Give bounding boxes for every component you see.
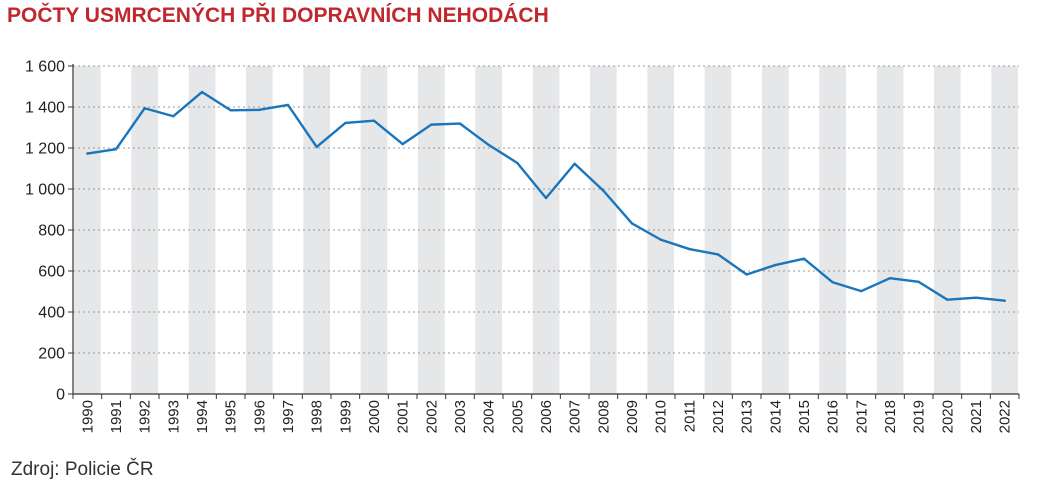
data-point-1990 bbox=[86, 152, 89, 155]
x-tick-label-2014: 2014 bbox=[767, 400, 784, 433]
x-tick-label-2002: 2002 bbox=[423, 400, 440, 433]
y-tick-label-600: 600 bbox=[38, 264, 65, 281]
x-tick-label-2008: 2008 bbox=[595, 400, 612, 433]
x-tick-label-1995: 1995 bbox=[223, 400, 240, 433]
data-point-2003 bbox=[458, 122, 462, 125]
x-tick-label-2003: 2003 bbox=[452, 400, 469, 433]
data-point-2002 bbox=[430, 123, 433, 126]
x-tick-label-2013: 2013 bbox=[739, 400, 756, 433]
data-point-1991 bbox=[114, 148, 118, 151]
y-tick-label-200: 200 bbox=[38, 346, 65, 363]
data-point-1994 bbox=[200, 90, 204, 94]
chart-title: POČTY USMRCENÝCH PŘI DOPRAVNÍCH NEHODÁCH bbox=[7, 4, 549, 27]
data-point-2007 bbox=[573, 162, 576, 165]
x-tick-label-1997: 1997 bbox=[280, 400, 297, 433]
axes bbox=[72, 64, 1019, 395]
data-point-1993 bbox=[172, 115, 175, 118]
x-tick-label-2011: 2011 bbox=[681, 400, 698, 432]
data-point-1996 bbox=[258, 108, 261, 112]
data-point-2021 bbox=[974, 296, 978, 299]
data-point-2013 bbox=[745, 273, 748, 276]
data-point-1999 bbox=[344, 121, 347, 125]
x-tick-label-2012: 2012 bbox=[710, 400, 727, 433]
data-point-2006 bbox=[544, 196, 548, 200]
data-point-1995 bbox=[229, 109, 232, 112]
data-point-2005 bbox=[516, 161, 519, 165]
x-axis-ticks: 1990 1991 1992 1993 1994 1995 1996 1997 1998 1999… bbox=[72, 394, 1020, 433]
x-tick-label-2010: 2010 bbox=[653, 400, 670, 433]
data-point-2022 bbox=[1003, 299, 1006, 302]
data-point-2019 bbox=[917, 280, 920, 284]
y-tick-label-1200: 1 200 bbox=[25, 141, 65, 158]
year-band-2006 bbox=[532, 66, 560, 394]
x-tick-label-2016: 2016 bbox=[825, 400, 842, 433]
x-tick-label-1998: 1998 bbox=[309, 400, 326, 433]
x-tick-label-2009: 2009 bbox=[624, 400, 641, 433]
data-point-1998 bbox=[315, 145, 318, 149]
x-tick-label-2004: 2004 bbox=[481, 400, 498, 433]
data-point-2011 bbox=[688, 247, 691, 251]
y-tick-label-1600: 1 600 bbox=[25, 59, 65, 76]
y-tick-label-0: 0 bbox=[56, 387, 65, 404]
x-tick-label-2005: 2005 bbox=[509, 400, 526, 433]
y-tick-label-800: 800 bbox=[38, 223, 65, 240]
data-point-1997 bbox=[286, 103, 290, 107]
x-tick-label-2006: 2006 bbox=[538, 400, 555, 433]
x-tick-label-1993: 1993 bbox=[165, 400, 182, 433]
y-axis-ticks: 0 200 400 600 800 1 000 1 200 1 400 1 600 bbox=[25, 59, 73, 404]
x-tick-label-2001: 2001 bbox=[395, 400, 412, 433]
year-band-2002 bbox=[418, 66, 445, 394]
y-tick-label-1000: 1 000 bbox=[25, 182, 65, 199]
x-tick-label-2020: 2020 bbox=[939, 400, 956, 433]
x-tick-label-1990: 1990 bbox=[79, 400, 96, 433]
data-point-2018 bbox=[888, 276, 892, 280]
data-point-2020 bbox=[946, 298, 949, 301]
data-point-2008 bbox=[602, 189, 605, 192]
x-tick-label-2019: 2019 bbox=[911, 400, 928, 433]
x-tick-label-2022: 2022 bbox=[997, 400, 1014, 433]
data-point-2014 bbox=[774, 263, 777, 267]
data-point-2001 bbox=[401, 142, 404, 146]
x-tick-label-1994: 1994 bbox=[194, 400, 211, 433]
series-layer bbox=[86, 90, 1006, 302]
chart-source: Zdroj: Policie ČR bbox=[11, 459, 154, 480]
data-point-2004 bbox=[487, 143, 490, 147]
data-point-2017 bbox=[860, 289, 863, 293]
x-tick-label-2015: 2015 bbox=[796, 400, 813, 433]
data-point-1992 bbox=[143, 107, 146, 110]
year-band-1998 bbox=[303, 66, 330, 394]
year-bands bbox=[74, 66, 1018, 394]
x-tick-label-2021: 2021 bbox=[968, 400, 985, 433]
x-tick-label-2017: 2017 bbox=[853, 400, 870, 433]
x-tick-label-2018: 2018 bbox=[882, 400, 899, 433]
x-tick-label-1996: 1996 bbox=[251, 400, 268, 433]
data-point-2000 bbox=[372, 119, 376, 122]
y-tick-label-400: 400 bbox=[38, 305, 65, 322]
x-tick-label-1999: 1999 bbox=[337, 400, 354, 433]
year-band-1994 bbox=[188, 66, 216, 394]
data-point-2010 bbox=[659, 238, 662, 241]
x-tick-label-2000: 2000 bbox=[366, 400, 383, 433]
x-tick-label-1991: 1991 bbox=[108, 400, 125, 433]
data-point-2015 bbox=[802, 257, 806, 260]
x-tick-label-1992: 1992 bbox=[137, 400, 154, 433]
data-point-2016 bbox=[831, 281, 834, 284]
data-point-2012 bbox=[716, 253, 720, 256]
y-tick-label-1400: 1 400 bbox=[25, 100, 65, 117]
x-tick-label-2007: 2007 bbox=[567, 400, 584, 433]
data-point-2009 bbox=[630, 222, 634, 225]
